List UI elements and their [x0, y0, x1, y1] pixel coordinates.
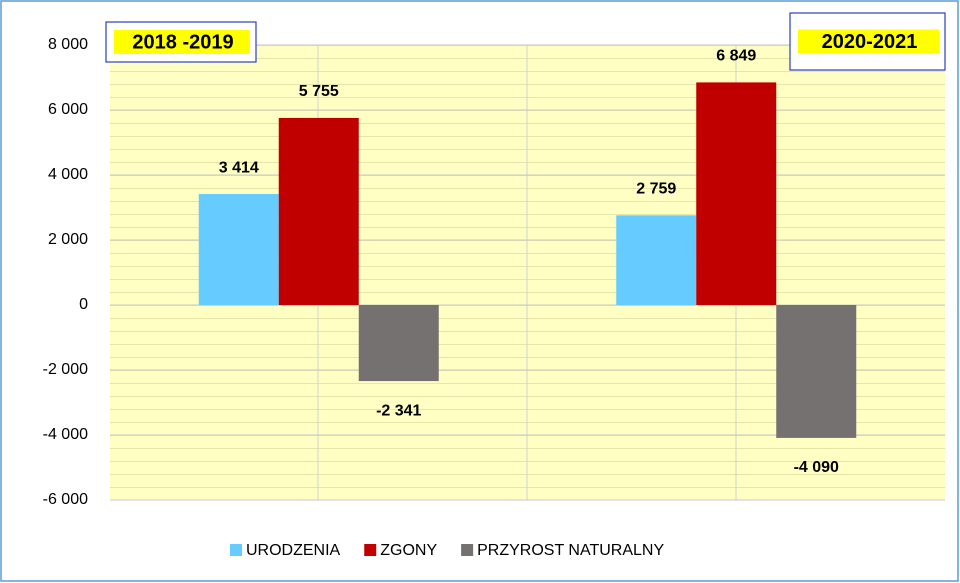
- data-label: 6 849: [716, 48, 756, 65]
- data-label: -2 341: [376, 402, 421, 419]
- bar: [278, 117, 359, 306]
- y-tick-label: 4 000: [48, 166, 88, 183]
- bar: [696, 82, 777, 305]
- bar: [776, 305, 857, 438]
- legend-swatch: [230, 544, 242, 556]
- bar: [198, 194, 279, 305]
- category-label: 2020-2021: [822, 31, 918, 53]
- legend-label: ZGONY: [380, 542, 437, 559]
- data-label: 5 755: [299, 83, 339, 100]
- legend-swatch: [364, 544, 377, 556]
- y-tick-label: -6 000: [43, 491, 88, 508]
- category-highlight: [114, 30, 250, 54]
- y-tick-label: 0: [79, 296, 88, 313]
- data-label: -4 090: [794, 459, 839, 476]
- y-tick-label: 6 000: [48, 101, 88, 118]
- data-label: 3 414: [219, 159, 259, 176]
- bar: [358, 305, 439, 382]
- y-tick-label: 2 000: [48, 231, 88, 248]
- y-tick-label: -2 000: [43, 361, 88, 378]
- category-label: 2018 -2019: [132, 31, 233, 53]
- legend-label: URODZENIA: [246, 542, 341, 559]
- data-label: 2 759: [636, 181, 676, 198]
- legend-swatch: [461, 544, 474, 556]
- bar: [616, 215, 697, 305]
- legend-label: PRZYROST NATURALNY: [477, 542, 664, 559]
- category-highlight: [798, 29, 939, 54]
- y-tick-label: -4 000: [43, 426, 88, 443]
- y-tick-label: 8 000: [48, 36, 88, 53]
